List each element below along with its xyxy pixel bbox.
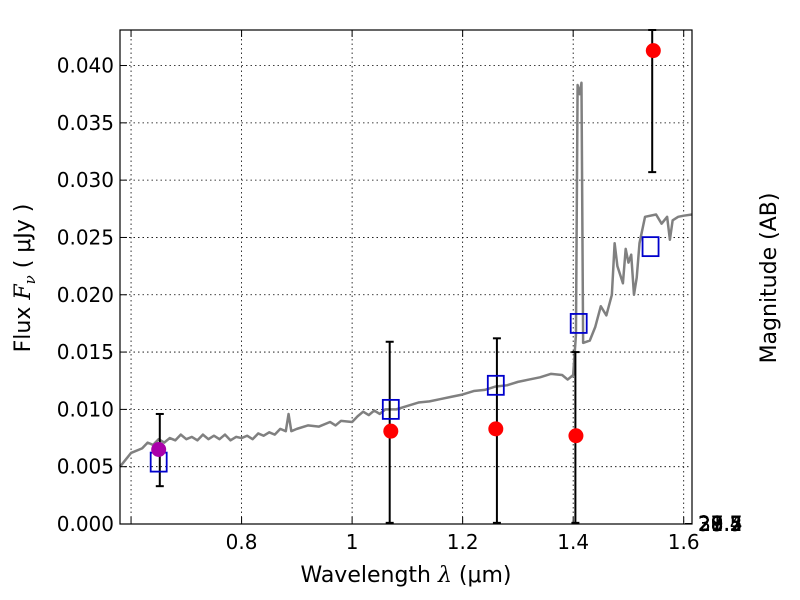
magnitude-tick-label: 28.5 bbox=[698, 512, 743, 536]
y-tick-label: 0.005 bbox=[57, 455, 114, 479]
model-photometry-square bbox=[569, 313, 588, 334]
magnitude-tick-label: 27.4 bbox=[698, 512, 743, 536]
y-tick-label: 0.035 bbox=[57, 111, 114, 135]
observed-flux-point bbox=[383, 423, 399, 439]
magnitude-tick-label: 30 bbox=[698, 512, 723, 536]
spectrum-line bbox=[119, 81, 693, 468]
model-photometry-square bbox=[486, 374, 505, 396]
y-tick-label: 0.015 bbox=[57, 340, 114, 364]
grid-lines bbox=[120, 30, 692, 525]
y-axis-label: Flux Fν ( μJy ) bbox=[11, 204, 39, 353]
y-tick-label: 0.000 bbox=[57, 512, 114, 536]
magnitude-tick-label: 28 bbox=[698, 512, 723, 536]
x-axis-label: Wavelength λ (μm) bbox=[300, 563, 511, 588]
x-tick-label: 1.2 bbox=[447, 530, 479, 554]
magnitude-tick-label: 29 bbox=[698, 512, 723, 536]
observed-flux-point bbox=[488, 421, 504, 437]
model-photometry-square bbox=[381, 398, 400, 420]
model-photometry-square bbox=[641, 236, 660, 258]
magnitude-tick-label: 27.7 bbox=[698, 512, 743, 536]
y-tick-label: 0.020 bbox=[57, 283, 114, 307]
plot-frame bbox=[119, 29, 693, 525]
y-tick-label: 0.010 bbox=[57, 397, 114, 421]
magnitude-tick-label: 28.2 bbox=[698, 512, 743, 536]
x-tick-label: 1 bbox=[346, 530, 359, 554]
observed-flux-point bbox=[151, 441, 167, 457]
observed-flux-point bbox=[568, 428, 584, 444]
series-model-spectrum bbox=[119, 81, 693, 468]
x-tick-label: 0.8 bbox=[226, 530, 258, 554]
x-tick-label: 1.4 bbox=[557, 530, 589, 554]
data-series bbox=[119, 29, 693, 524]
y-tick-label: 0.040 bbox=[57, 54, 114, 78]
y-tick-label: 0.025 bbox=[57, 225, 114, 249]
magnitude-tick-label: 29.5 bbox=[698, 512, 743, 536]
observed-flux-point bbox=[645, 43, 661, 59]
x-tick-label: 1.6 bbox=[668, 530, 700, 554]
magnitude-tick-label: 31 bbox=[698, 512, 723, 536]
y-tick-label: 0.030 bbox=[57, 168, 114, 192]
magnitude-axis-label: Magnitude (AB) bbox=[757, 193, 782, 364]
axis-ticks: 0.8 1 1.2 1.4 1.6 0.000 0.005 0.010 0.015 0.020 0.… bbox=[57, 30, 743, 554]
magnitude-tick-label: 27.5 bbox=[698, 512, 743, 536]
